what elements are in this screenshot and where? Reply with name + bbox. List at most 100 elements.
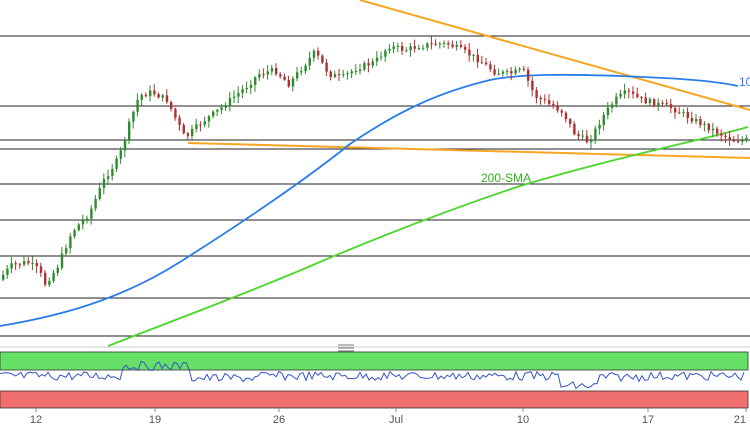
candle-body <box>392 46 395 49</box>
candle <box>640 95 643 104</box>
candle-body <box>136 99 139 112</box>
candle <box>396 42 400 53</box>
candle <box>476 48 479 68</box>
candle-body <box>65 248 68 254</box>
candle <box>86 215 89 224</box>
candle <box>577 130 580 141</box>
candle <box>678 107 681 115</box>
candle-body <box>669 104 673 109</box>
candle <box>690 111 694 124</box>
candle <box>636 87 639 99</box>
candle <box>128 118 131 145</box>
candle <box>107 169 110 186</box>
candle <box>233 90 236 104</box>
candle <box>279 72 282 79</box>
candle <box>262 68 265 79</box>
candle-body <box>27 261 30 264</box>
candle-body <box>480 62 484 64</box>
candle-body <box>69 236 72 249</box>
candle <box>207 114 211 128</box>
candle <box>522 65 526 72</box>
candle-body <box>119 150 122 159</box>
candle-body <box>308 57 311 66</box>
candle-body <box>291 78 295 87</box>
candle-body <box>602 114 605 125</box>
candle-body <box>514 69 517 74</box>
x-tick-label: Jul <box>389 414 403 426</box>
candle-body <box>354 70 358 72</box>
trend-line-lower <box>187 142 750 159</box>
candle <box>573 120 576 136</box>
candle-body <box>98 188 101 199</box>
candle <box>60 246 64 271</box>
candle <box>56 264 59 276</box>
candle <box>321 54 324 64</box>
trend-line-descending <box>359 0 750 111</box>
candle <box>195 118 198 133</box>
candle <box>170 100 173 112</box>
candle-body <box>539 97 542 100</box>
drag-handle-icon[interactable] <box>338 344 354 352</box>
candle <box>111 164 114 181</box>
candle-body <box>48 281 51 285</box>
candle-body <box>270 68 274 72</box>
candle <box>186 131 190 140</box>
candle <box>632 86 635 99</box>
candle-body <box>447 42 450 45</box>
candle <box>165 89 169 104</box>
sma-200-label: 200-SMA <box>481 171 531 185</box>
candle-body <box>401 45 404 51</box>
candle <box>489 61 492 73</box>
candle <box>90 204 93 225</box>
candle-body <box>207 116 211 122</box>
candle-body <box>56 267 59 273</box>
candle-body <box>522 68 526 70</box>
candle <box>745 134 748 143</box>
candle <box>69 233 72 254</box>
candle-body <box>212 111 215 117</box>
candle <box>52 269 55 283</box>
candle-body <box>94 198 97 209</box>
candle <box>287 75 290 88</box>
candle-body <box>417 48 421 50</box>
candle <box>611 101 614 113</box>
candle <box>157 92 160 99</box>
candle <box>346 70 349 80</box>
candle <box>18 262 22 269</box>
x-tick-26: 26 <box>273 408 285 426</box>
candle <box>648 97 652 106</box>
candle <box>270 64 274 76</box>
candle <box>249 80 253 94</box>
candle-body <box>657 102 660 107</box>
x-tick-label: 12 <box>30 414 42 426</box>
x-tick-19: 19 <box>149 408 161 426</box>
candle-body <box>296 72 299 79</box>
candle <box>283 73 286 81</box>
pane-divider[interactable] <box>0 344 750 352</box>
candle <box>132 110 135 129</box>
candle <box>216 108 219 117</box>
candle-body <box>144 94 148 97</box>
candle-body <box>682 111 685 113</box>
trend-lines <box>187 0 750 159</box>
candle-body <box>678 112 681 114</box>
candle-body <box>623 90 626 94</box>
candle-body <box>661 102 664 104</box>
candle <box>543 94 547 104</box>
candle <box>73 228 76 239</box>
candle-body <box>564 112 568 120</box>
candle <box>539 95 542 105</box>
candle <box>669 98 673 114</box>
candle-body <box>745 137 748 140</box>
candle <box>548 94 551 106</box>
candle-body <box>44 272 47 285</box>
candle <box>451 40 454 49</box>
candle <box>199 121 202 132</box>
candle <box>224 102 227 111</box>
candle-body <box>245 87 248 90</box>
candle <box>707 122 710 134</box>
x-tick-label: 26 <box>273 414 285 426</box>
candle-body <box>312 50 316 58</box>
candle-body <box>720 133 723 136</box>
